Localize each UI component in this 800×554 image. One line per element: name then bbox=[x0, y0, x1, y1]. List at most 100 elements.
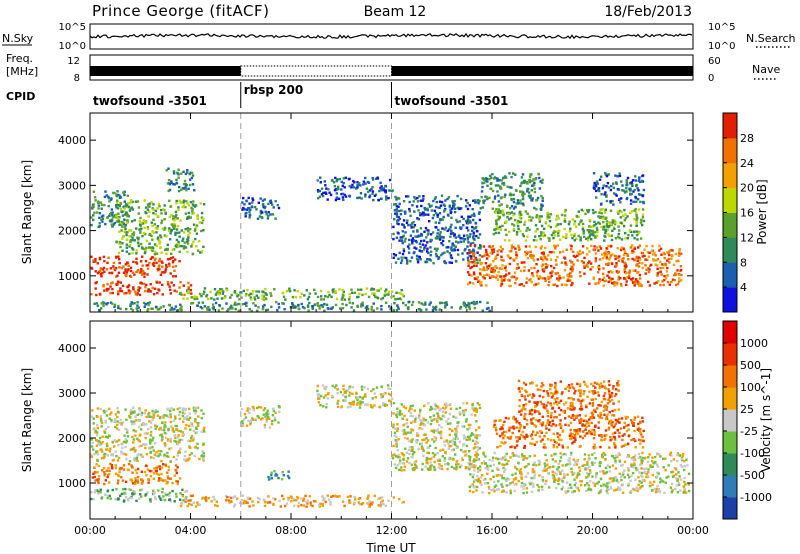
echo-cell bbox=[167, 415, 170, 418]
echo-cell bbox=[623, 469, 626, 472]
echo-cell bbox=[94, 287, 97, 290]
echo-cell bbox=[475, 420, 478, 423]
echo-cell bbox=[372, 388, 375, 391]
echo-cell bbox=[412, 420, 415, 423]
echo-cell bbox=[618, 172, 621, 175]
echo-cell bbox=[528, 245, 531, 248]
echo-cell bbox=[422, 211, 425, 214]
echo-cell bbox=[614, 174, 617, 177]
echo-cell bbox=[269, 292, 272, 295]
echo-cell bbox=[256, 309, 259, 312]
echo-cell bbox=[541, 488, 544, 491]
echo-cell bbox=[167, 179, 171, 182]
echo-cell bbox=[494, 177, 498, 180]
echo-cell bbox=[638, 261, 641, 264]
echo-cell bbox=[169, 292, 172, 295]
echo-cell bbox=[459, 305, 463, 309]
echo-cell bbox=[636, 280, 639, 283]
echo-cell bbox=[387, 392, 391, 396]
echo-cell bbox=[662, 457, 665, 460]
echo-cell bbox=[164, 436, 168, 439]
echo-cell bbox=[658, 249, 661, 252]
echo-cell bbox=[339, 307, 342, 310]
echo-cell bbox=[513, 483, 517, 486]
echo-cell bbox=[637, 189, 640, 192]
echo-cell bbox=[473, 245, 477, 248]
echo-cell bbox=[296, 290, 299, 293]
echo-cell bbox=[255, 208, 258, 211]
echo-cell bbox=[375, 289, 379, 292]
echo-cell bbox=[533, 206, 536, 210]
echo-cell bbox=[248, 207, 251, 210]
echo-cell bbox=[102, 214, 105, 217]
echo-cell bbox=[173, 269, 176, 272]
echo-cell bbox=[492, 463, 496, 466]
echo-cell bbox=[427, 457, 430, 460]
echo-cell bbox=[602, 267, 605, 270]
echo-cell bbox=[604, 191, 607, 194]
echo-cell bbox=[625, 181, 629, 184]
echo-cell bbox=[144, 443, 148, 446]
echo-cell bbox=[408, 440, 411, 443]
echo-cell bbox=[512, 197, 516, 201]
echo-cell bbox=[195, 224, 199, 227]
echo-cell bbox=[394, 427, 397, 430]
echo-cell bbox=[506, 205, 509, 208]
echo-cell bbox=[472, 234, 475, 237]
echo-cell bbox=[478, 199, 481, 203]
echo-cell bbox=[137, 236, 140, 240]
echo-cell bbox=[481, 199, 485, 203]
echo-cell bbox=[433, 468, 437, 472]
echo-cell bbox=[296, 495, 299, 499]
echo-cell bbox=[410, 440, 413, 444]
echo-cell bbox=[351, 183, 354, 187]
echo-cell bbox=[388, 189, 391, 192]
echo-cell bbox=[152, 449, 155, 452]
echo-cell bbox=[348, 301, 351, 304]
echo-cell bbox=[196, 217, 199, 221]
echo-cell bbox=[603, 279, 606, 283]
echo-cell bbox=[184, 427, 187, 430]
echo-cell bbox=[476, 457, 479, 460]
echo-cell bbox=[196, 447, 199, 450]
echo-cell bbox=[367, 308, 370, 311]
echo-cell bbox=[683, 459, 686, 463]
echo-cell bbox=[438, 463, 441, 466]
echo-cell bbox=[246, 409, 249, 412]
echo-cell bbox=[171, 215, 175, 218]
echo-cell bbox=[335, 180, 338, 183]
echo-cell bbox=[400, 412, 403, 416]
echo-cell bbox=[532, 483, 535, 486]
echo-cell bbox=[592, 184, 596, 187]
echo-cell bbox=[514, 173, 517, 176]
echo-cell bbox=[500, 179, 504, 182]
echo-cell bbox=[183, 179, 187, 183]
echo-cell bbox=[152, 218, 155, 221]
echo-cell bbox=[638, 284, 641, 287]
echo-cell bbox=[468, 436, 471, 439]
echo-cell bbox=[136, 480, 140, 484]
echo-cell bbox=[566, 273, 569, 277]
echo-cell bbox=[585, 476, 588, 479]
echo-cell bbox=[316, 384, 319, 388]
echo-cell bbox=[426, 439, 430, 442]
echo-cell bbox=[389, 393, 392, 397]
echo-cell bbox=[101, 469, 104, 472]
echo-cell bbox=[501, 224, 504, 228]
echo-cell bbox=[124, 480, 128, 483]
echo-cell bbox=[164, 479, 167, 482]
echo-cell bbox=[120, 422, 123, 425]
echo-cell bbox=[420, 447, 424, 450]
echo-cell bbox=[291, 302, 294, 305]
echo-cell bbox=[475, 277, 479, 281]
echo-cell bbox=[449, 444, 453, 448]
echo-cell bbox=[470, 432, 474, 435]
echo-cell bbox=[456, 437, 460, 440]
echo-cell bbox=[172, 275, 175, 278]
echo-cell bbox=[466, 245, 469, 248]
echo-cell bbox=[457, 421, 460, 424]
echo-cell bbox=[634, 175, 637, 178]
echo-cell bbox=[461, 252, 464, 255]
echo-cell bbox=[114, 413, 118, 416]
echo-cell bbox=[403, 465, 406, 468]
